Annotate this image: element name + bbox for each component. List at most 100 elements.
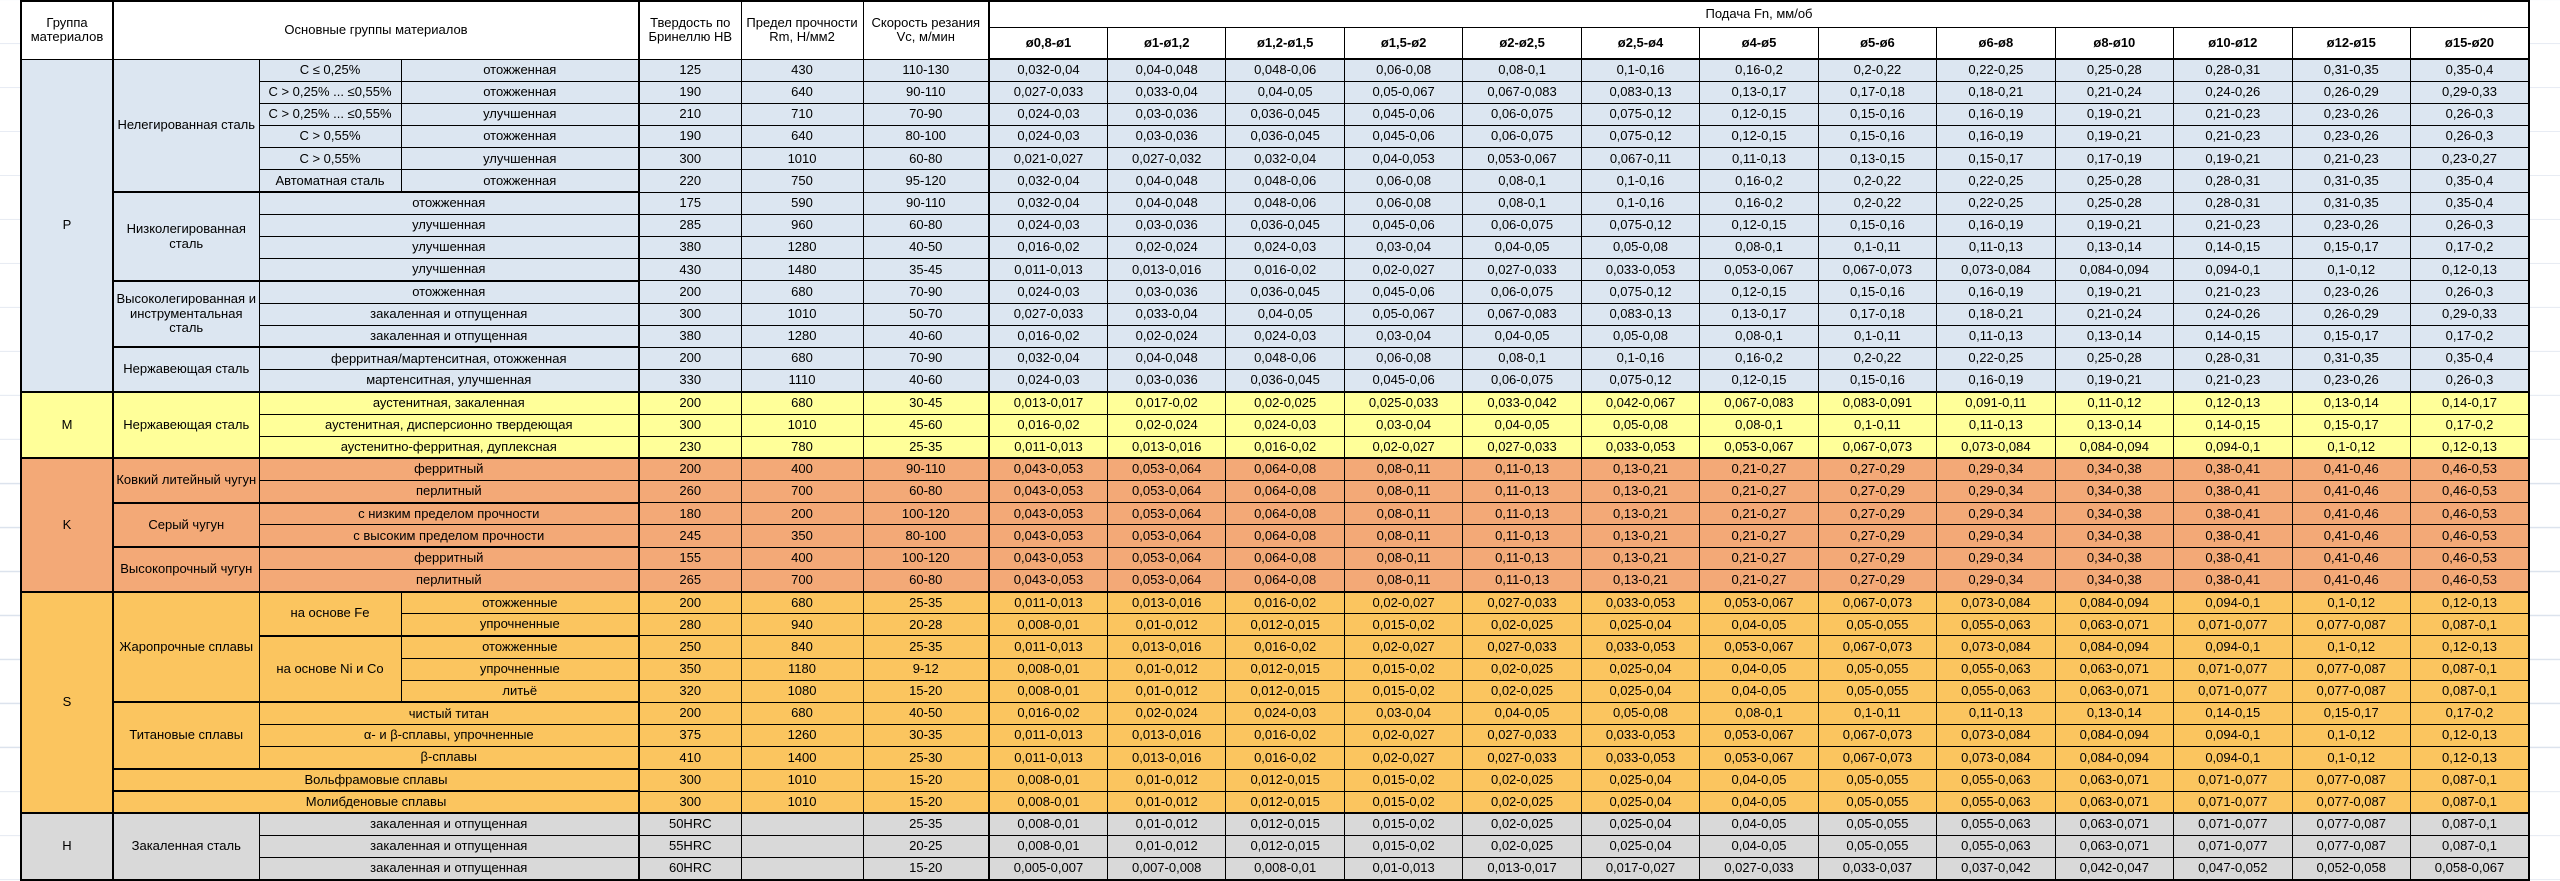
feed-cell-d3[interactable]: 0,048-0,06 (1225, 346, 1345, 371)
feed-cell-d2[interactable]: 0,033-0,04 (1106, 80, 1227, 104)
feed-cell-d13[interactable]: 0,29-0,33 (2409, 302, 2530, 326)
hardness-cell[interactable]: 220 (638, 169, 742, 193)
hardness-cell[interactable]: 380 (638, 324, 742, 348)
feed-cell-d6[interactable]: 0,025-0,04 (1580, 835, 1701, 859)
feed-cell-d10[interactable]: 0,25-0,28 (2054, 346, 2175, 371)
hardness-cell[interactable]: 300 (638, 302, 742, 326)
class-cell[interactable]: Титановые сплавы (112, 701, 260, 770)
feed-cell-d7[interactable]: 0,053-0,067 (1699, 724, 1819, 748)
feed-cell-d7[interactable]: 0,04-0,05 (1699, 613, 1819, 637)
feed-cell-d12[interactable]: 0,077-0,087 (2291, 679, 2411, 703)
group-cell[interactable]: M (20, 390, 114, 459)
feed-cell-d3[interactable]: 0,024-0,03 (1225, 701, 1345, 726)
feed-cell-d2[interactable]: 0,02-0,024 (1106, 413, 1227, 437)
strength-cell[interactable]: 940 (740, 613, 864, 637)
treatment-cell[interactable]: аустенитно-ферритная, дуплексная (258, 435, 641, 459)
feed-cell-d3[interactable]: 0,04-0,05 (1225, 302, 1345, 326)
feed-cell-d7[interactable]: 0,13-0,17 (1699, 80, 1819, 104)
feed-cell-d6[interactable]: 0,1-0,16 (1580, 58, 1701, 82)
feed-cell-d6[interactable]: 0,05-0,08 (1580, 701, 1701, 726)
feed-cell-d12[interactable]: 0,1-0,12 (2291, 258, 2411, 282)
feed-cell-d8[interactable]: 0,067-0,073 (1817, 258, 1938, 282)
treatment-cell[interactable]: перлитный (258, 568, 641, 593)
feed-cell-d11[interactable]: 0,24-0,26 (2173, 80, 2293, 104)
feed-cell-d2[interactable]: 0,03-0,036 (1106, 102, 1227, 127)
feed-cell-d10[interactable]: 0,34-0,38 (2054, 568, 2175, 593)
hardness-cell[interactable]: 50HRC (638, 812, 742, 837)
feed-cell-d1[interactable]: 0,011-0,013 (988, 435, 1108, 459)
feed-cell-d8[interactable]: 0,15-0,16 (1817, 369, 1938, 393)
feed-cell-d4[interactable]: 0,045-0,06 (1343, 369, 1464, 393)
feed-cell-d2[interactable]: 0,007-0,008 (1106, 857, 1227, 881)
feed-cell-d9[interactable]: 0,18-0,21 (1936, 80, 2056, 104)
feed-cell-d4[interactable]: 0,08-0,11 (1343, 502, 1464, 526)
feed-cell-d9[interactable]: 0,073-0,084 (1936, 724, 2056, 748)
feed-cell-d7[interactable]: 0,13-0,17 (1699, 302, 1819, 326)
feed-cell-d11[interactable]: 0,38-0,41 (2173, 502, 2293, 526)
feed-cell-d13[interactable]: 0,35-0,4 (2409, 346, 2530, 371)
speed-cell[interactable]: 50-70 (862, 302, 991, 326)
hardness-cell[interactable]: 190 (638, 80, 742, 104)
feed-cell-d9[interactable]: 0,29-0,34 (1936, 524, 2056, 548)
feed-cell-d7[interactable]: 0,12-0,15 (1699, 125, 1819, 149)
feed-cell-d13[interactable]: 0,17-0,2 (2409, 235, 2530, 260)
feed-cell-d1[interactable]: 0,008-0,01 (988, 657, 1108, 681)
feed-cell-d4[interactable]: 0,03-0,04 (1343, 413, 1464, 437)
feed-cell-d10[interactable]: 0,34-0,38 (2054, 524, 2175, 548)
feed-cell-d9[interactable]: 0,22-0,25 (1936, 191, 2056, 215)
feed-cell-d2[interactable]: 0,013-0,016 (1106, 724, 1227, 748)
hardness-cell[interactable]: 320 (638, 679, 742, 703)
feed-cell-d11[interactable]: 0,21-0,23 (2173, 369, 2293, 393)
feed-cell-d8[interactable]: 0,1-0,11 (1817, 413, 1938, 437)
speed-cell[interactable]: 15-20 (862, 790, 991, 814)
treatment-cell[interactable]: закаленная и отпущенная (258, 302, 641, 326)
hardness-cell[interactable]: 260 (638, 480, 742, 504)
feed-cell-d5[interactable]: 0,06-0,075 (1462, 369, 1582, 393)
feed-cell-d11[interactable]: 0,071-0,077 (2173, 768, 2293, 792)
treatment-cell[interactable]: улучшенная (258, 235, 641, 260)
hardness-cell[interactable]: 180 (638, 502, 742, 526)
feed-cell-d13[interactable]: 0,087-0,1 (2409, 790, 2530, 814)
feed-cell-d10[interactable]: 0,34-0,38 (2054, 502, 2175, 526)
feed-cell-d13[interactable]: 0,46-0,53 (2409, 502, 2530, 526)
feed-cell-d2[interactable]: 0,03-0,036 (1106, 369, 1227, 393)
feed-cell-d12[interactable]: 0,41-0,46 (2291, 480, 2411, 504)
feed-cell-d11[interactable]: 0,38-0,41 (2173, 546, 2293, 570)
feed-cell-d6[interactable]: 0,05-0,08 (1580, 235, 1701, 260)
feed-cell-d12[interactable]: 0,23-0,26 (2291, 102, 2411, 127)
feed-cell-d6[interactable]: 0,017-0,027 (1580, 857, 1701, 881)
feed-cell-d6[interactable]: 0,083-0,13 (1580, 302, 1701, 326)
feed-cell-d2[interactable]: 0,03-0,036 (1106, 125, 1227, 149)
feed-cell-d9[interactable]: 0,055-0,063 (1936, 768, 2056, 792)
feed-cell-d2[interactable]: 0,053-0,064 (1106, 502, 1227, 526)
speed-cell[interactable]: 90-110 (862, 191, 991, 215)
subtype-cell[interactable]: на основе Ni и Co (258, 634, 402, 703)
feed-cell-d3[interactable]: 0,024-0,03 (1225, 324, 1345, 348)
feed-cell-d11[interactable]: 0,071-0,077 (2173, 835, 2293, 859)
strength-cell[interactable]: 1480 (740, 258, 864, 282)
feed-cell-d6[interactable]: 0,025-0,04 (1580, 613, 1701, 637)
hardness-cell[interactable]: 250 (638, 635, 742, 659)
feed-cell-d6[interactable]: 0,075-0,12 (1580, 102, 1701, 127)
feed-cell-d1[interactable]: 0,043-0,053 (988, 568, 1108, 593)
header-diameter-6[interactable]: ø2,5-ø4 (1580, 27, 1701, 60)
feed-cell-d13[interactable]: 0,12-0,13 (2409, 258, 2530, 282)
treatment-cell[interactable]: отожженная (258, 279, 641, 304)
feed-cell-d4[interactable]: 0,08-0,11 (1343, 480, 1464, 504)
feed-cell-d11[interactable]: 0,28-0,31 (2173, 58, 2293, 82)
feed-cell-d2[interactable]: 0,013-0,016 (1106, 746, 1227, 770)
header-diameter-2[interactable]: ø1-ø1,2 (1106, 27, 1227, 60)
strength-cell[interactable]: 350 (740, 524, 864, 548)
feed-cell-d2[interactable]: 0,01-0,012 (1106, 613, 1227, 637)
treatment-cell[interactable]: с низким пределом прочности (258, 501, 641, 526)
speed-cell[interactable]: 60-80 (862, 213, 991, 238)
feed-cell-d2[interactable]: 0,053-0,064 (1106, 480, 1227, 504)
feed-cell-d12[interactable]: 0,15-0,17 (2291, 324, 2411, 348)
feed-cell-d8[interactable]: 0,1-0,11 (1817, 235, 1938, 260)
feed-cell-d3[interactable]: 0,048-0,06 (1225, 169, 1345, 193)
feed-cell-d11[interactable]: 0,21-0,23 (2173, 102, 2293, 127)
group-cell[interactable]: K (20, 457, 114, 593)
feed-cell-d8[interactable]: 0,13-0,15 (1817, 147, 1938, 171)
feed-cell-d3[interactable]: 0,036-0,045 (1225, 102, 1345, 127)
feed-cell-d1[interactable]: 0,021-0,027 (988, 147, 1108, 171)
